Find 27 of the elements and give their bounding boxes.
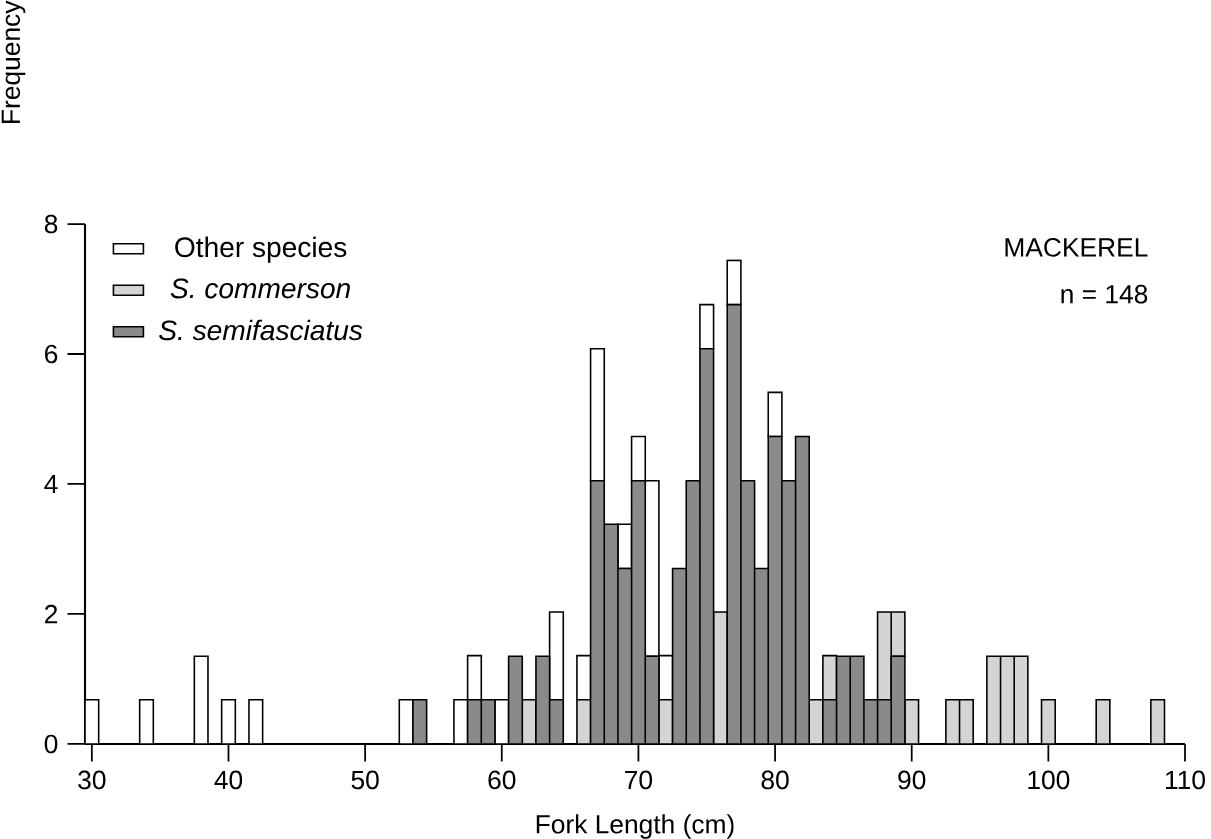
bar — [630, 435, 647, 482]
x-axis-title: Fork Length (cm) — [536, 814, 734, 839]
bar — [589, 348, 606, 482]
annotation: n = 148 — [1061, 284, 1148, 304]
y-tick-label: 2 — [45, 604, 58, 624]
y-tick-label: 6 — [45, 344, 58, 364]
bar — [548, 611, 565, 701]
x-tick-label: 40 — [214, 770, 243, 790]
x-tick-label: 60 — [488, 770, 516, 790]
x-tick-label: 90 — [898, 770, 926, 790]
annotation: MACKEREL — [1005, 238, 1148, 257]
y-tick-label: 0 — [44, 734, 58, 754]
x-tick-label: 100 — [1028, 770, 1070, 790]
bar — [767, 391, 783, 438]
x-tick-label: 110 — [1166, 770, 1205, 790]
legend-label: Other species — [175, 236, 347, 263]
legend-label: S. commerson — [170, 278, 350, 299]
y-tick-label: 4 — [44, 474, 58, 494]
x-tick-label: 50 — [351, 770, 379, 790]
legend-label: S. semifasciatus — [159, 319, 363, 341]
bar — [644, 479, 660, 658]
x-tick-label: 30 — [78, 770, 106, 790]
x-tick-label: 80 — [761, 770, 789, 790]
x-tick-label: 70 — [625, 770, 653, 790]
y-axis-title: Frequency — [1, 0, 26, 123]
bar — [466, 654, 483, 701]
y-tick-label: 8 — [44, 214, 58, 234]
